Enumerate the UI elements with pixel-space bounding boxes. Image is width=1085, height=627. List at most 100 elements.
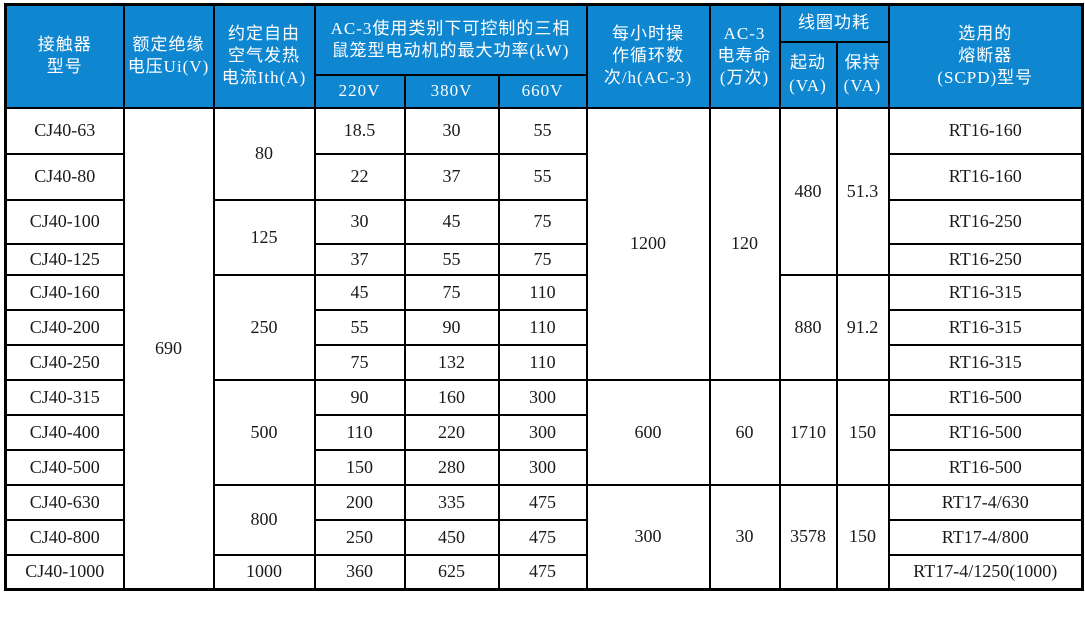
- kw380-cell: 280: [403, 448, 500, 486]
- header-380v: 380V: [403, 73, 500, 109]
- kw380-cell: 90: [403, 308, 500, 346]
- header-660v: 660V: [497, 73, 588, 109]
- model-cell: CJ40-63: [4, 106, 125, 155]
- cycles-cell: 300: [585, 483, 711, 591]
- kw380-cell: 55: [403, 242, 500, 276]
- fuse-cell: RT17-4/630: [887, 483, 1084, 521]
- header-fuse-model: 选用的 熔断器 (SCPD)型号: [887, 3, 1084, 109]
- table-row: CJ40-500 150 280 300 RT16-500: [4, 448, 1084, 486]
- model-cell: CJ40-315: [4, 378, 125, 416]
- kw660-cell: 300: [497, 448, 588, 486]
- kw220-cell: 37: [313, 242, 406, 276]
- kw220-cell: 75: [313, 343, 406, 381]
- kw380-cell: 37: [403, 152, 500, 201]
- header-max-power-group: AC-3使用类别下可控制的三相 鼠笼型电动机的最大功率(kW): [313, 3, 588, 76]
- kw660-cell: 110: [497, 308, 588, 346]
- ith-cell: 125: [212, 198, 316, 276]
- cycles-cell: 1200: [585, 106, 711, 381]
- fuse-cell: RT16-160: [887, 152, 1084, 201]
- start-va-cell: 480: [778, 106, 838, 276]
- kw660-cell: 55: [497, 152, 588, 201]
- fuse-cell: RT16-160: [887, 106, 1084, 155]
- model-cell: CJ40-80: [4, 152, 125, 201]
- kw660-cell: 300: [497, 378, 588, 416]
- kw660-cell: 475: [497, 553, 588, 591]
- fuse-cell: RT16-500: [887, 448, 1084, 486]
- table-row: CJ40-630 800 200 335 475 300 30 3578 150…: [4, 483, 1084, 591]
- kw220-cell: 110: [313, 413, 406, 451]
- kw220-cell: 360: [313, 553, 406, 591]
- ith-cell: 500: [212, 378, 316, 486]
- fuse-cell: RT16-500: [887, 378, 1084, 416]
- model-cell: CJ40-800: [4, 518, 125, 556]
- kw380-cell: 45: [403, 198, 500, 245]
- model-cell: CJ40-1000: [4, 553, 125, 591]
- kw660-cell: 475: [497, 483, 588, 521]
- ith-cell: 80: [212, 106, 316, 201]
- life-cell: 60: [708, 378, 781, 486]
- kw380-cell: 220: [403, 413, 500, 451]
- header-contactor-model: 接触器 型号: [4, 3, 125, 109]
- table-row: CJ40-250 75 132 110 RT16-315: [4, 343, 1084, 381]
- table-row: CJ40-160 250 45 75 110 880 91.2 RT16-315: [4, 273, 1084, 381]
- fuse-cell: RT16-315: [887, 308, 1084, 346]
- table-row: CJ40-800 250 450 475 RT17-4/800: [4, 518, 1084, 556]
- insulation-voltage-cell: 690: [122, 106, 215, 591]
- hold-va-cell: 150: [835, 378, 890, 486]
- life-cell: 30: [708, 483, 781, 591]
- ith-cell: 250: [212, 273, 316, 381]
- kw380-cell: 625: [403, 553, 500, 591]
- cycles-cell: 600: [585, 378, 711, 486]
- kw380-cell: 450: [403, 518, 500, 556]
- ith-cell: 800: [212, 483, 316, 556]
- header-coil-consumption: 线圈功耗: [778, 3, 890, 43]
- fuse-cell: RT17-4/800: [887, 518, 1084, 556]
- model-cell: CJ40-400: [4, 413, 125, 451]
- kw660-cell: 475: [497, 518, 588, 556]
- kw660-cell: 75: [497, 198, 588, 245]
- contactor-spec-table-wrapper: 接触器 型号 额定绝缘 电压Ui(V) 约定自由 空气发热 电流Ith(A) A…: [4, 3, 1084, 591]
- fuse-cell: RT16-250: [887, 242, 1084, 276]
- table-row: CJ40-400 110 220 300 RT16-500: [4, 413, 1084, 451]
- table-row: CJ40-1000 1000 360 625 475 RT17-4/1250(1…: [4, 553, 1084, 591]
- header-insulation-voltage: 额定绝缘 电压Ui(V): [122, 3, 215, 109]
- start-va-cell: 3578: [778, 483, 838, 591]
- fuse-cell: RT16-315: [887, 273, 1084, 311]
- model-cell: CJ40-630: [4, 483, 125, 521]
- header-start-va: 起动 (VA): [778, 40, 838, 109]
- hold-va-cell: 51.3: [835, 106, 890, 276]
- table-row: CJ40-80 22 37 55 RT16-160: [4, 152, 1084, 201]
- kw660-cell: 55: [497, 106, 588, 155]
- kw220-cell: 200: [313, 483, 406, 521]
- header-220v: 220V: [313, 73, 406, 109]
- header-operating-cycles: 每小时操 作循环数 次/h(AC-3): [585, 3, 711, 109]
- kw220-cell: 30: [313, 198, 406, 245]
- fuse-cell: RT16-315: [887, 343, 1084, 381]
- fuse-cell: RT16-250: [887, 198, 1084, 245]
- kw380-cell: 30: [403, 106, 500, 155]
- kw380-cell: 75: [403, 273, 500, 311]
- life-cell: 120: [708, 106, 781, 381]
- start-va-cell: 880: [778, 273, 838, 381]
- header-hold-va: 保持 (VA): [835, 40, 890, 109]
- kw220-cell: 55: [313, 308, 406, 346]
- model-cell: CJ40-250: [4, 343, 125, 381]
- ith-cell: 1000: [212, 553, 316, 591]
- table-row: CJ40-200 55 90 110 RT16-315: [4, 308, 1084, 346]
- kw660-cell: 110: [497, 343, 588, 381]
- start-va-cell: 1710: [778, 378, 838, 486]
- model-cell: CJ40-125: [4, 242, 125, 276]
- table-row: CJ40-125 37 55 75 RT16-250: [4, 242, 1084, 276]
- model-cell: CJ40-100: [4, 198, 125, 245]
- hold-va-cell: 91.2: [835, 273, 890, 381]
- kw220-cell: 18.5: [313, 106, 406, 155]
- model-cell: CJ40-160: [4, 273, 125, 311]
- table-row: CJ40-315 500 90 160 300 600 60 1710 150 …: [4, 378, 1084, 486]
- table-row: CJ40-100 125 30 45 75 RT16-250: [4, 198, 1084, 276]
- model-cell: CJ40-200: [4, 308, 125, 346]
- contactor-spec-table: 接触器 型号 额定绝缘 电压Ui(V) 约定自由 空气发热 电流Ith(A) A…: [4, 3, 1084, 591]
- hold-va-cell: 150: [835, 483, 890, 591]
- kw380-cell: 132: [403, 343, 500, 381]
- fuse-cell: RT16-500: [887, 413, 1084, 451]
- kw220-cell: 45: [313, 273, 406, 311]
